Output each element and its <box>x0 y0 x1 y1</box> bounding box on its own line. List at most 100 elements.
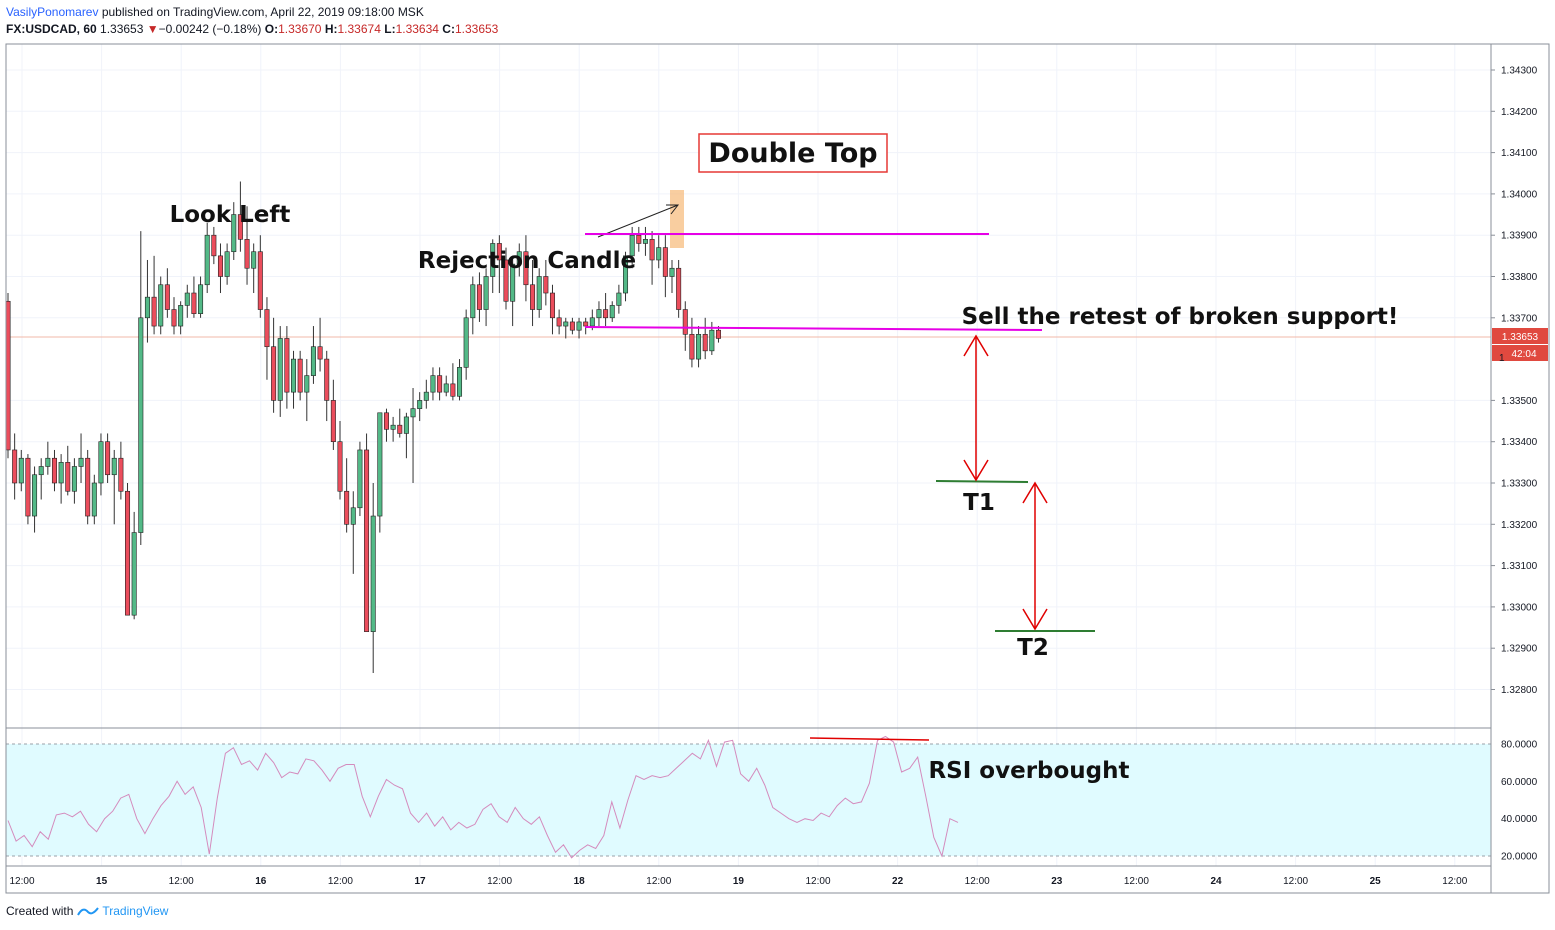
open-label: O: <box>264 22 279 36</box>
candle <box>151 255 157 335</box>
candle-body <box>603 309 609 319</box>
candle-body <box>457 367 463 397</box>
low-value: 1.33634 <box>395 22 439 36</box>
price-axis-label: 1.33000 <box>1501 602 1538 613</box>
rsi-axis-label: 80.0000 <box>1501 740 1538 751</box>
t2-arrow-up-head <box>1022 481 1048 504</box>
rsi-axis[interactable]: 80.0000 60.0000 40.0000 20.0000 <box>1501 740 1538 863</box>
footer: Created with TradingView <box>6 904 168 918</box>
price-axis-label: 1.33800 <box>1501 272 1538 283</box>
symbol-label[interactable]: FX:USDCAD, 60 <box>6 22 97 36</box>
candle-body <box>377 412 383 517</box>
rsi-axis-label: 40.0000 <box>1501 814 1538 825</box>
candles <box>5 181 721 673</box>
candle <box>324 350 330 422</box>
candle-body <box>91 482 97 517</box>
candle-body <box>257 251 263 310</box>
candle <box>403 412 409 459</box>
time-axis-label: 15 <box>96 876 108 887</box>
candle <box>85 449 91 525</box>
candle <box>556 309 562 335</box>
candle <box>496 235 502 294</box>
time-axis-label: 17 <box>414 876 426 887</box>
candle <box>483 268 489 327</box>
time-axis-label: 25 <box>1370 876 1382 887</box>
candle <box>131 511 137 620</box>
candle-body <box>536 276 542 310</box>
candle <box>510 255 516 327</box>
candle-body <box>696 334 702 360</box>
candle-body <box>423 391 429 401</box>
tradingview-link[interactable]: TradingView <box>102 904 169 918</box>
candle <box>237 181 243 252</box>
t2-arrow-down-head <box>1022 608 1048 631</box>
candle <box>463 309 469 380</box>
candle <box>450 363 456 401</box>
candle-body <box>71 466 77 492</box>
candle <box>364 433 370 632</box>
candle-body <box>715 329 721 339</box>
close-value: 1.33653 <box>454 22 499 36</box>
candle <box>689 317 695 368</box>
candle-body <box>556 317 562 327</box>
candle-body <box>437 375 443 393</box>
candle-body <box>211 234 217 257</box>
candle <box>377 412 383 533</box>
candle <box>470 276 476 335</box>
rsi-band <box>6 744 1491 856</box>
candle-body <box>669 267 675 277</box>
broken-support-line <box>584 326 1043 331</box>
time-axis-label: 12:00 <box>965 876 990 887</box>
t1-label: T1 <box>963 490 995 516</box>
candle-body <box>105 441 111 476</box>
candle-body <box>125 490 131 616</box>
candle <box>642 226 648 256</box>
time-axis-label: 12:00 <box>328 876 353 887</box>
candle-body <box>596 309 602 319</box>
candle <box>71 458 77 504</box>
candle <box>423 379 429 409</box>
candle <box>596 301 602 327</box>
candle-body <box>158 284 164 327</box>
candle-body <box>530 284 536 310</box>
candle <box>297 350 303 401</box>
candle-body <box>616 292 622 306</box>
candle <box>98 433 104 496</box>
candle <box>443 375 449 397</box>
candle <box>609 301 615 322</box>
candle <box>330 379 336 450</box>
time-axis[interactable]: 12:00 15 12:00 16 12:00 17 12:00 18 12:00 19 12:00… <box>9 876 1467 887</box>
candle-body <box>629 234 635 257</box>
candle-body <box>284 338 290 393</box>
time-axis-label: 12:00 <box>169 876 194 887</box>
candle-body <box>450 383 456 397</box>
author-link[interactable]: VasilyPonomarev <box>6 5 99 19</box>
candle <box>125 483 131 616</box>
candle <box>224 243 230 285</box>
candle-body <box>164 284 170 310</box>
time-axis-label: 16 <box>255 876 267 887</box>
time-axis-label: 23 <box>1051 876 1063 887</box>
candle <box>457 359 463 401</box>
candle-body <box>178 305 184 327</box>
candle <box>78 433 84 483</box>
candle <box>65 445 71 496</box>
t1-arrow-up-head <box>963 334 989 357</box>
candle <box>317 317 323 372</box>
candle-body <box>277 338 283 401</box>
candle-body <box>317 346 323 360</box>
candle-body <box>310 346 316 376</box>
price-axis-label: 1.33400 <box>1501 437 1538 448</box>
price-axis[interactable]: 1.34300 1.34200 1.34100 1.34000 1.33900 1.338… <box>1491 66 1538 697</box>
price-axis-label: 1.34200 <box>1501 107 1538 118</box>
candle <box>417 392 423 422</box>
high-label: H: <box>324 22 338 36</box>
candle-body <box>490 243 496 277</box>
candle <box>344 458 350 533</box>
candle <box>549 284 555 335</box>
candle <box>251 243 257 294</box>
close-label: C: <box>442 22 455 36</box>
candle <box>702 317 708 360</box>
candle-body <box>476 284 482 310</box>
